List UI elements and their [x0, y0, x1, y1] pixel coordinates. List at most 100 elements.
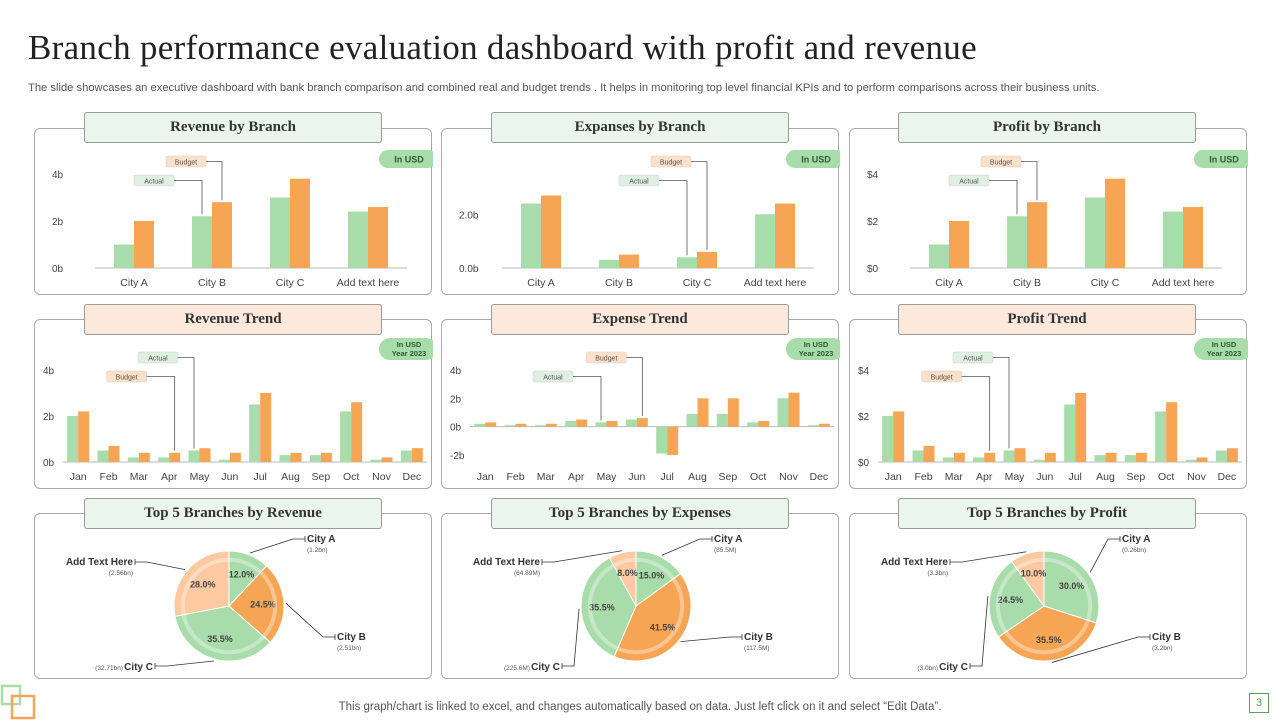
- bar-budget: [229, 452, 241, 462]
- chart-expanses-by-branch[interactable]: 0.0b 2.0b City A City B City C Add text here B…: [442, 129, 840, 296]
- pie-percent-label: 24.5%: [250, 599, 276, 609]
- x-tick-label: May: [190, 471, 211, 483]
- callout-label: Actual: [148, 355, 168, 362]
- pie-percent-label: 15.0%: [639, 571, 665, 581]
- x-tick-label: Aug: [688, 471, 707, 483]
- bar-budget: [758, 420, 770, 427]
- unit-badge: [1194, 150, 1248, 168]
- x-tick-label: Mar: [130, 471, 149, 483]
- pie-slice-sublabel: (225.6M): [504, 665, 530, 672]
- page-subtitle: The slide showcases an executive dashboa…: [28, 82, 1100, 94]
- bar-actual: [777, 398, 789, 427]
- x-tick-label: City A: [120, 277, 147, 289]
- x-tick-label: Apr: [568, 471, 585, 483]
- chart-title-expense-trend: Expense Trend: [491, 304, 789, 335]
- x-tick-label: City B: [605, 277, 633, 289]
- pie-leader-line: [542, 550, 622, 563]
- chart-top-expenses[interactable]: 15.0% City A (85.5M) 41.5% City B (117.5M) 35.…: [442, 514, 840, 680]
- unit-badge: [786, 150, 840, 168]
- x-tick-label: Aug: [281, 471, 300, 483]
- pie-leader-line: [970, 596, 989, 667]
- bar-actual: [1085, 197, 1105, 268]
- y-tick-label: 0b: [52, 264, 64, 275]
- panel-top-expenses: 15.0% City A (85.5M) 41.5% City B (117.5M) 35.…: [441, 513, 839, 679]
- bar-actual: [677, 257, 697, 268]
- bar-actual: [504, 425, 516, 427]
- x-tick-label: City C: [683, 277, 712, 289]
- x-tick-label: Dec: [402, 471, 421, 483]
- x-tick-label: Feb: [99, 471, 117, 483]
- bar-actual: [67, 416, 79, 462]
- x-tick-label: City A: [527, 277, 554, 289]
- y-tick-label: 4b: [43, 366, 55, 377]
- chart-profit-by-branch[interactable]: $0 $2 $4 City A City B City C Add text here Bud…: [850, 129, 1248, 296]
- chart-title-expanses-by-branch: Expanses by Branch: [491, 112, 789, 143]
- bar-actual: [474, 423, 486, 427]
- bar-actual: [192, 216, 212, 268]
- pie-slice-label: City C: [939, 662, 968, 673]
- unit-badge-label: Year 2023: [799, 349, 834, 358]
- chart-title-top-profit: Top 5 Branches by Profit: [898, 498, 1196, 529]
- x-tick-label: Jul: [1068, 471, 1081, 483]
- x-tick-label: Oct: [750, 471, 766, 483]
- bar-budget: [788, 392, 800, 427]
- pie-slice: [1010, 550, 1045, 608]
- bar-actual: [158, 457, 170, 462]
- chart-revenue-by-branch[interactable]: 0b 2b 4b City A City B City C Add text here Bud…: [35, 129, 433, 296]
- chart-title-top-expenses: Top 5 Branches by Expenses: [491, 498, 789, 529]
- bar-budget: [290, 178, 310, 268]
- footer-note: This graph/chart is linked to excel, and…: [338, 701, 942, 713]
- chart-revenue-trend[interactable]: 0b 2b 4b Jan Feb Mar Apr May Jun Jul Aug Sep Oct Nov D…: [35, 320, 433, 490]
- x-tick-label: Add text here: [337, 277, 400, 289]
- chart-top-profit[interactable]: 30.0% City A (0.26bn) 35.5% City B (3.2bn) 24.…: [850, 514, 1248, 680]
- callout-label: Budget: [116, 374, 138, 381]
- pie-leader-line: [661, 538, 712, 556]
- bar-actual: [1163, 211, 1183, 268]
- panel-profit-by-branch: $0 $2 $4 City A City B City C Add text here Bud…: [849, 128, 1248, 296]
- bar-budget: [1226, 448, 1238, 462]
- pie-inner-ring: [995, 557, 1093, 655]
- unit-badge-label: In USD: [1212, 340, 1237, 349]
- bar-actual: [1215, 450, 1227, 462]
- x-tick-label: Jan: [885, 471, 902, 483]
- pie-slice: [997, 605, 1097, 662]
- x-tick-label: Sep: [718, 471, 737, 483]
- pie-inner-ring: [180, 557, 278, 655]
- x-tick-label: Sep: [311, 471, 330, 483]
- panel-revenue-trend: 0b 2b 4b Jan Feb Mar Apr May Jun Jul Aug Sep Oct Nov D…: [34, 319, 433, 490]
- pie-slice-sublabel: (3.0bn): [917, 665, 938, 672]
- pie-leader-line: [155, 660, 215, 667]
- x-tick-label: Jul: [253, 471, 266, 483]
- chart-top-revenue[interactable]: 12.0% City A (1.2bn) 24.5% City B (2.51bn) 35.…: [35, 514, 433, 680]
- bar-actual: [400, 450, 412, 462]
- pie-slice: [635, 550, 682, 607]
- pie-leader-line: [1051, 636, 1150, 663]
- bar-budget: [381, 457, 393, 462]
- bar-budget: [1196, 457, 1208, 462]
- y-tick-label: 4b: [52, 170, 64, 181]
- bar-budget: [667, 426, 679, 455]
- x-tick-label: Jan: [477, 471, 494, 483]
- x-tick-label: City C: [276, 277, 305, 289]
- pie-leader-line: [249, 538, 305, 554]
- pie-slice-sublabel: (1.2bn): [307, 547, 328, 554]
- unit-badge: [379, 150, 433, 168]
- bar-budget: [953, 452, 965, 462]
- chart-title-profit-by-branch: Profit by Branch: [898, 112, 1196, 143]
- bar-budget: [169, 452, 181, 462]
- pie-slice-label: City C: [531, 662, 560, 673]
- pie-slice: [613, 572, 692, 662]
- bar-actual: [348, 211, 368, 268]
- bar-budget: [108, 445, 120, 462]
- pie-slice: [174, 605, 271, 662]
- chart-expense-trend[interactable]: -2b 0b 2b 4b Jan Feb Mar Apr May Jun Jul Aug Sep Oct N…: [442, 320, 840, 490]
- x-tick-label: City B: [1013, 277, 1041, 289]
- bar-budget: [727, 398, 739, 427]
- bar-actual: [370, 459, 382, 462]
- pie-slice-sublabel: (32.71bn): [95, 665, 123, 672]
- bar-actual: [686, 413, 698, 427]
- pie-slice-sublabel: (117.5M): [744, 645, 770, 652]
- bar-actual: [97, 450, 109, 462]
- bar-budget: [636, 418, 648, 427]
- chart-profit-trend[interactable]: $0 $2 $4 Jan Feb Mar Apr May Jun Jul Aug Sep Oct Nov D…: [850, 320, 1248, 490]
